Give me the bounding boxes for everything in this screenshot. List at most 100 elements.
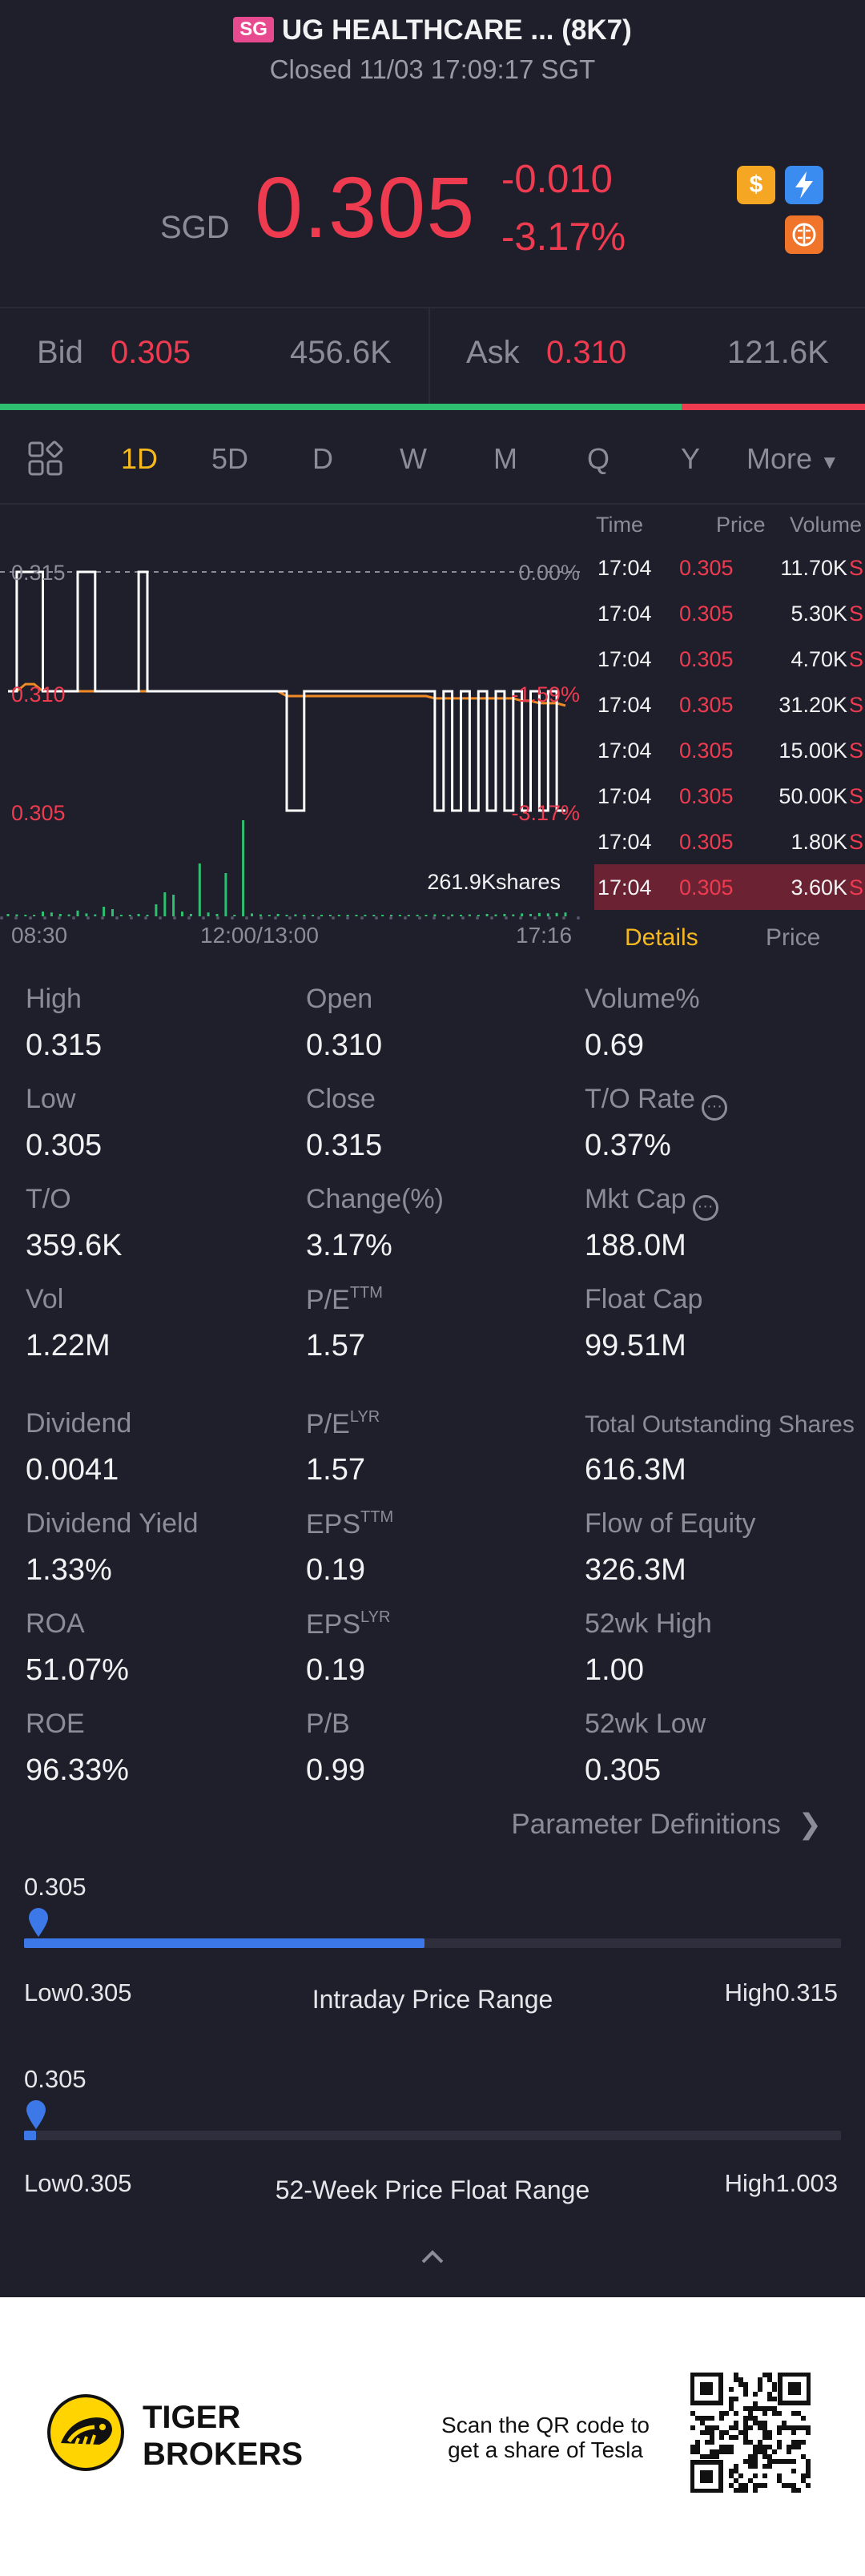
tab-price[interactable]: Price [766,924,821,951]
intraday-range-fill [24,1938,424,1948]
currency-label: SGD [160,210,230,245]
tab-more[interactable]: More ▼ [746,442,839,476]
x-axis-dot [303,916,306,920]
volume-bar [424,915,428,916]
brain-icon[interactable] [785,215,823,254]
tab-5d[interactable]: 5D [211,442,249,475]
tab-more-label: More [746,442,813,475]
stat-52wk-high-label: 52wk High [585,1608,712,1639]
ask-ratio-bar [682,404,865,410]
stat-pe-ttm-value: 1.57 [306,1329,365,1362]
trade-volume: 31.20K [778,693,847,717]
volume-bar [503,914,506,916]
volume-bar [564,912,567,916]
x-axis-dot [86,916,90,920]
x-axis-dots [0,916,580,920]
stat-mkt-cap-value: 188.0M [585,1229,686,1262]
tab-q[interactable]: Q [587,442,610,475]
x-axis-dot [43,916,46,920]
x-label-mid: 12:00/13:00 [200,923,319,948]
x-axis-dot [187,916,191,920]
stat-flow-equity-value: 326.3M [585,1553,686,1587]
time-and-sales[interactable]: Time Price Volume 17:04 0.305 11.70K S 17:04… [594,506,865,910]
volume-bar [355,915,358,916]
tab-d[interactable]: D [312,442,333,475]
x-axis-dot [72,916,75,920]
volume-bar [215,914,219,916]
tab-y[interactable]: Y [681,442,701,475]
trades-header: Time Price Volume [594,506,865,545]
qr-code[interactable] [690,2373,811,2493]
stat-close-label: Close [306,1084,376,1114]
stat-dividend-yield-value: 1.33% [26,1553,112,1587]
trade-price: 0.305 [679,830,734,854]
volume-bar [529,914,532,916]
stat-to-rate: T/O Rate ··· [585,1084,727,1121]
market-status: Closed 11/03 17:09:17 SGT [269,54,596,84]
volume-bar [372,915,376,916]
x-axis-dot [360,916,364,920]
stat-roa-label: ROA [26,1608,85,1639]
stat-eps-lyr-sup: LYR [360,1608,391,1626]
stat-eps-lyr-label: EPS [306,1609,361,1640]
stat-to-rate-value: 0.37% [585,1129,671,1162]
x-axis-dot [490,916,493,920]
volume-bar [198,863,201,916]
x-axis-dot [288,916,292,920]
stat-dividend-label: Dividend [26,1408,132,1439]
trade-row: 17:04 0.305 11.70K S [594,545,865,590]
stat-eps-ttm-value: 0.19 [306,1553,365,1587]
volume-bar [224,873,227,916]
trade-volume: 11.70K [780,556,847,580]
intraday-high: High0.315 [724,1978,838,2006]
intraday-low: Low0.305 [24,1978,132,2006]
market-badge: SG [233,17,274,42]
tab-details[interactable]: Details [625,924,698,951]
trade-time: 17:04 [597,830,652,854]
price-line [8,570,565,812]
trade-row: 17:04 0.305 3.60K S [594,864,865,910]
week52-range-bar [24,2131,841,2140]
stat-turnover-value: 359.6K [26,1229,123,1262]
stat-pe-ttm: P/ETTM [306,1284,383,1316]
brand-name-line1: TIGER [143,2400,241,2435]
tab-1d[interactable]: 1D [121,442,159,475]
more-info-icon[interactable]: ··· [701,1095,727,1121]
divider [0,307,865,308]
trade-price: 0.305 [679,693,734,717]
tiger-logo-icon [47,2394,124,2471]
chevron-up-icon[interactable] [420,2248,445,2265]
stat-float-cap-value: 99.51M [585,1329,686,1362]
volume-bar [42,912,44,916]
bid-size: 456.6K [290,335,392,370]
trades-header-volume: Volume [789,513,862,537]
volume-bar [251,913,253,916]
stat-total-shares-value: 616.3M [585,1453,686,1487]
dollar-icon[interactable]: $ [737,166,775,204]
trade-time: 17:04 [597,693,652,717]
tab-m[interactable]: M [493,442,517,475]
stat-pe-ttm-sup: TTM [349,1284,383,1302]
trade-volume: 50.00K [778,784,847,808]
volume-bar [24,915,27,916]
stat-dividend-yield-label: Dividend Yield [26,1508,199,1539]
stat-pe-lyr-sup: LYR [349,1408,380,1426]
x-axis-dot [130,916,133,920]
lightning-icon[interactable] [785,166,823,204]
stat-high-label: High [26,984,82,1014]
bid-price: 0.305 [111,335,191,370]
layout-grid-icon[interactable] [27,441,64,477]
trade-volume: 4.70K [791,647,847,671]
trade-price: 0.305 [679,602,734,626]
parameter-definitions-link[interactable]: Parameter Definitions ❯ [511,1809,822,1841]
intraday-chart[interactable]: 0.315 0.310 0.305 0.00% -1.59% -3.17% 26… [0,506,594,923]
trade-direction: S [848,556,863,580]
stat-52wk-low-label: 52wk Low [585,1709,706,1739]
more-info-icon[interactable]: ··· [692,1195,718,1221]
week52-high: High1.003 [724,2169,838,2197]
volume-bar [103,907,106,916]
parameter-definitions-label: Parameter Definitions [511,1809,781,1840]
volume-bar [233,915,236,916]
tab-w[interactable]: W [400,442,427,475]
trade-volume: 15.00K [778,739,847,763]
